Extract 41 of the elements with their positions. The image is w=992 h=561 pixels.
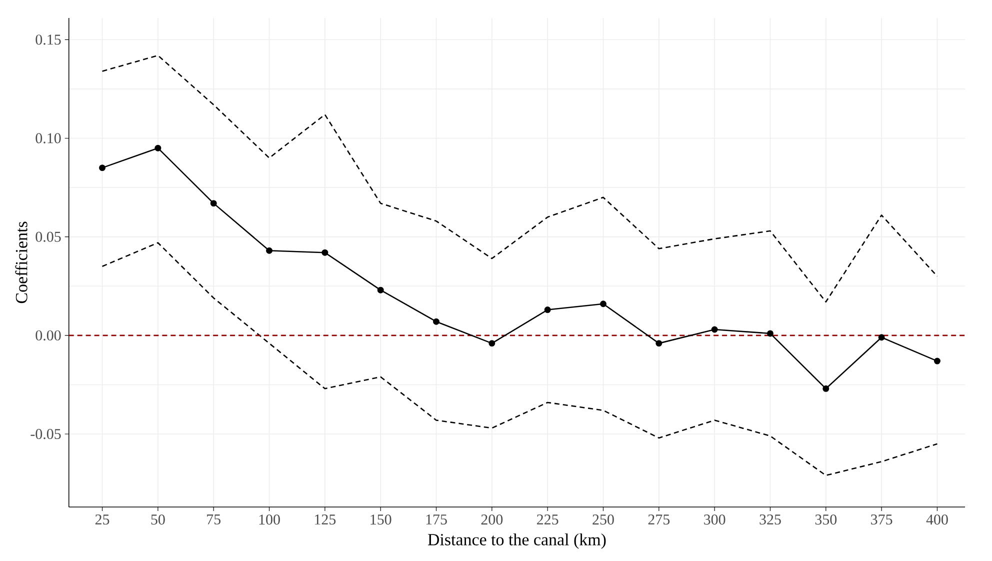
x-tick-label: 200 bbox=[481, 514, 503, 525]
x-tick-label: 25 bbox=[95, 514, 110, 525]
x-tick-label: 275 bbox=[648, 514, 670, 525]
x-axis-title: Distance to the canal (km) bbox=[428, 534, 606, 549]
x-tick-label: 150 bbox=[370, 514, 392, 525]
y-tick-label: 0.00 bbox=[36, 330, 61, 341]
point bbox=[433, 318, 440, 325]
point bbox=[154, 144, 162, 152]
x-tick-label: 375 bbox=[871, 514, 892, 525]
x-tick-label: 350 bbox=[815, 514, 837, 525]
x-tick-label: 250 bbox=[592, 514, 614, 525]
point bbox=[210, 200, 217, 207]
point bbox=[766, 330, 774, 337]
line-series bbox=[102, 242, 938, 476]
point bbox=[711, 326, 718, 333]
point bbox=[377, 286, 384, 294]
x-tick-label: 75 bbox=[207, 514, 220, 524]
point bbox=[822, 385, 830, 392]
x-tick-label: 50 bbox=[151, 514, 165, 525]
point bbox=[322, 249, 328, 256]
y-axis-title: Coefficients bbox=[15, 222, 28, 304]
point bbox=[600, 300, 606, 308]
y-tick-label: 0.15 bbox=[36, 34, 61, 45]
x-tick-label: 400 bbox=[926, 514, 948, 525]
x-tick-label: 225 bbox=[537, 514, 558, 525]
y-tick-label: -0.05 bbox=[30, 428, 61, 440]
y-tick-label: 0.10 bbox=[36, 133, 61, 144]
point bbox=[934, 358, 940, 364]
point bbox=[99, 164, 106, 172]
x-tick-label: 300 bbox=[704, 514, 726, 525]
y-tick-label: 0.05 bbox=[36, 232, 61, 242]
x-tick-label: 100 bbox=[259, 514, 280, 525]
line-series bbox=[102, 54, 938, 303]
point bbox=[544, 306, 551, 314]
point bbox=[266, 247, 272, 254]
x-tick-label: 125 bbox=[315, 514, 336, 525]
point bbox=[656, 340, 662, 347]
point bbox=[878, 334, 885, 341]
x-tick-label: 325 bbox=[760, 514, 781, 525]
point bbox=[488, 340, 496, 347]
x-tick-label: 175 bbox=[426, 514, 447, 525]
